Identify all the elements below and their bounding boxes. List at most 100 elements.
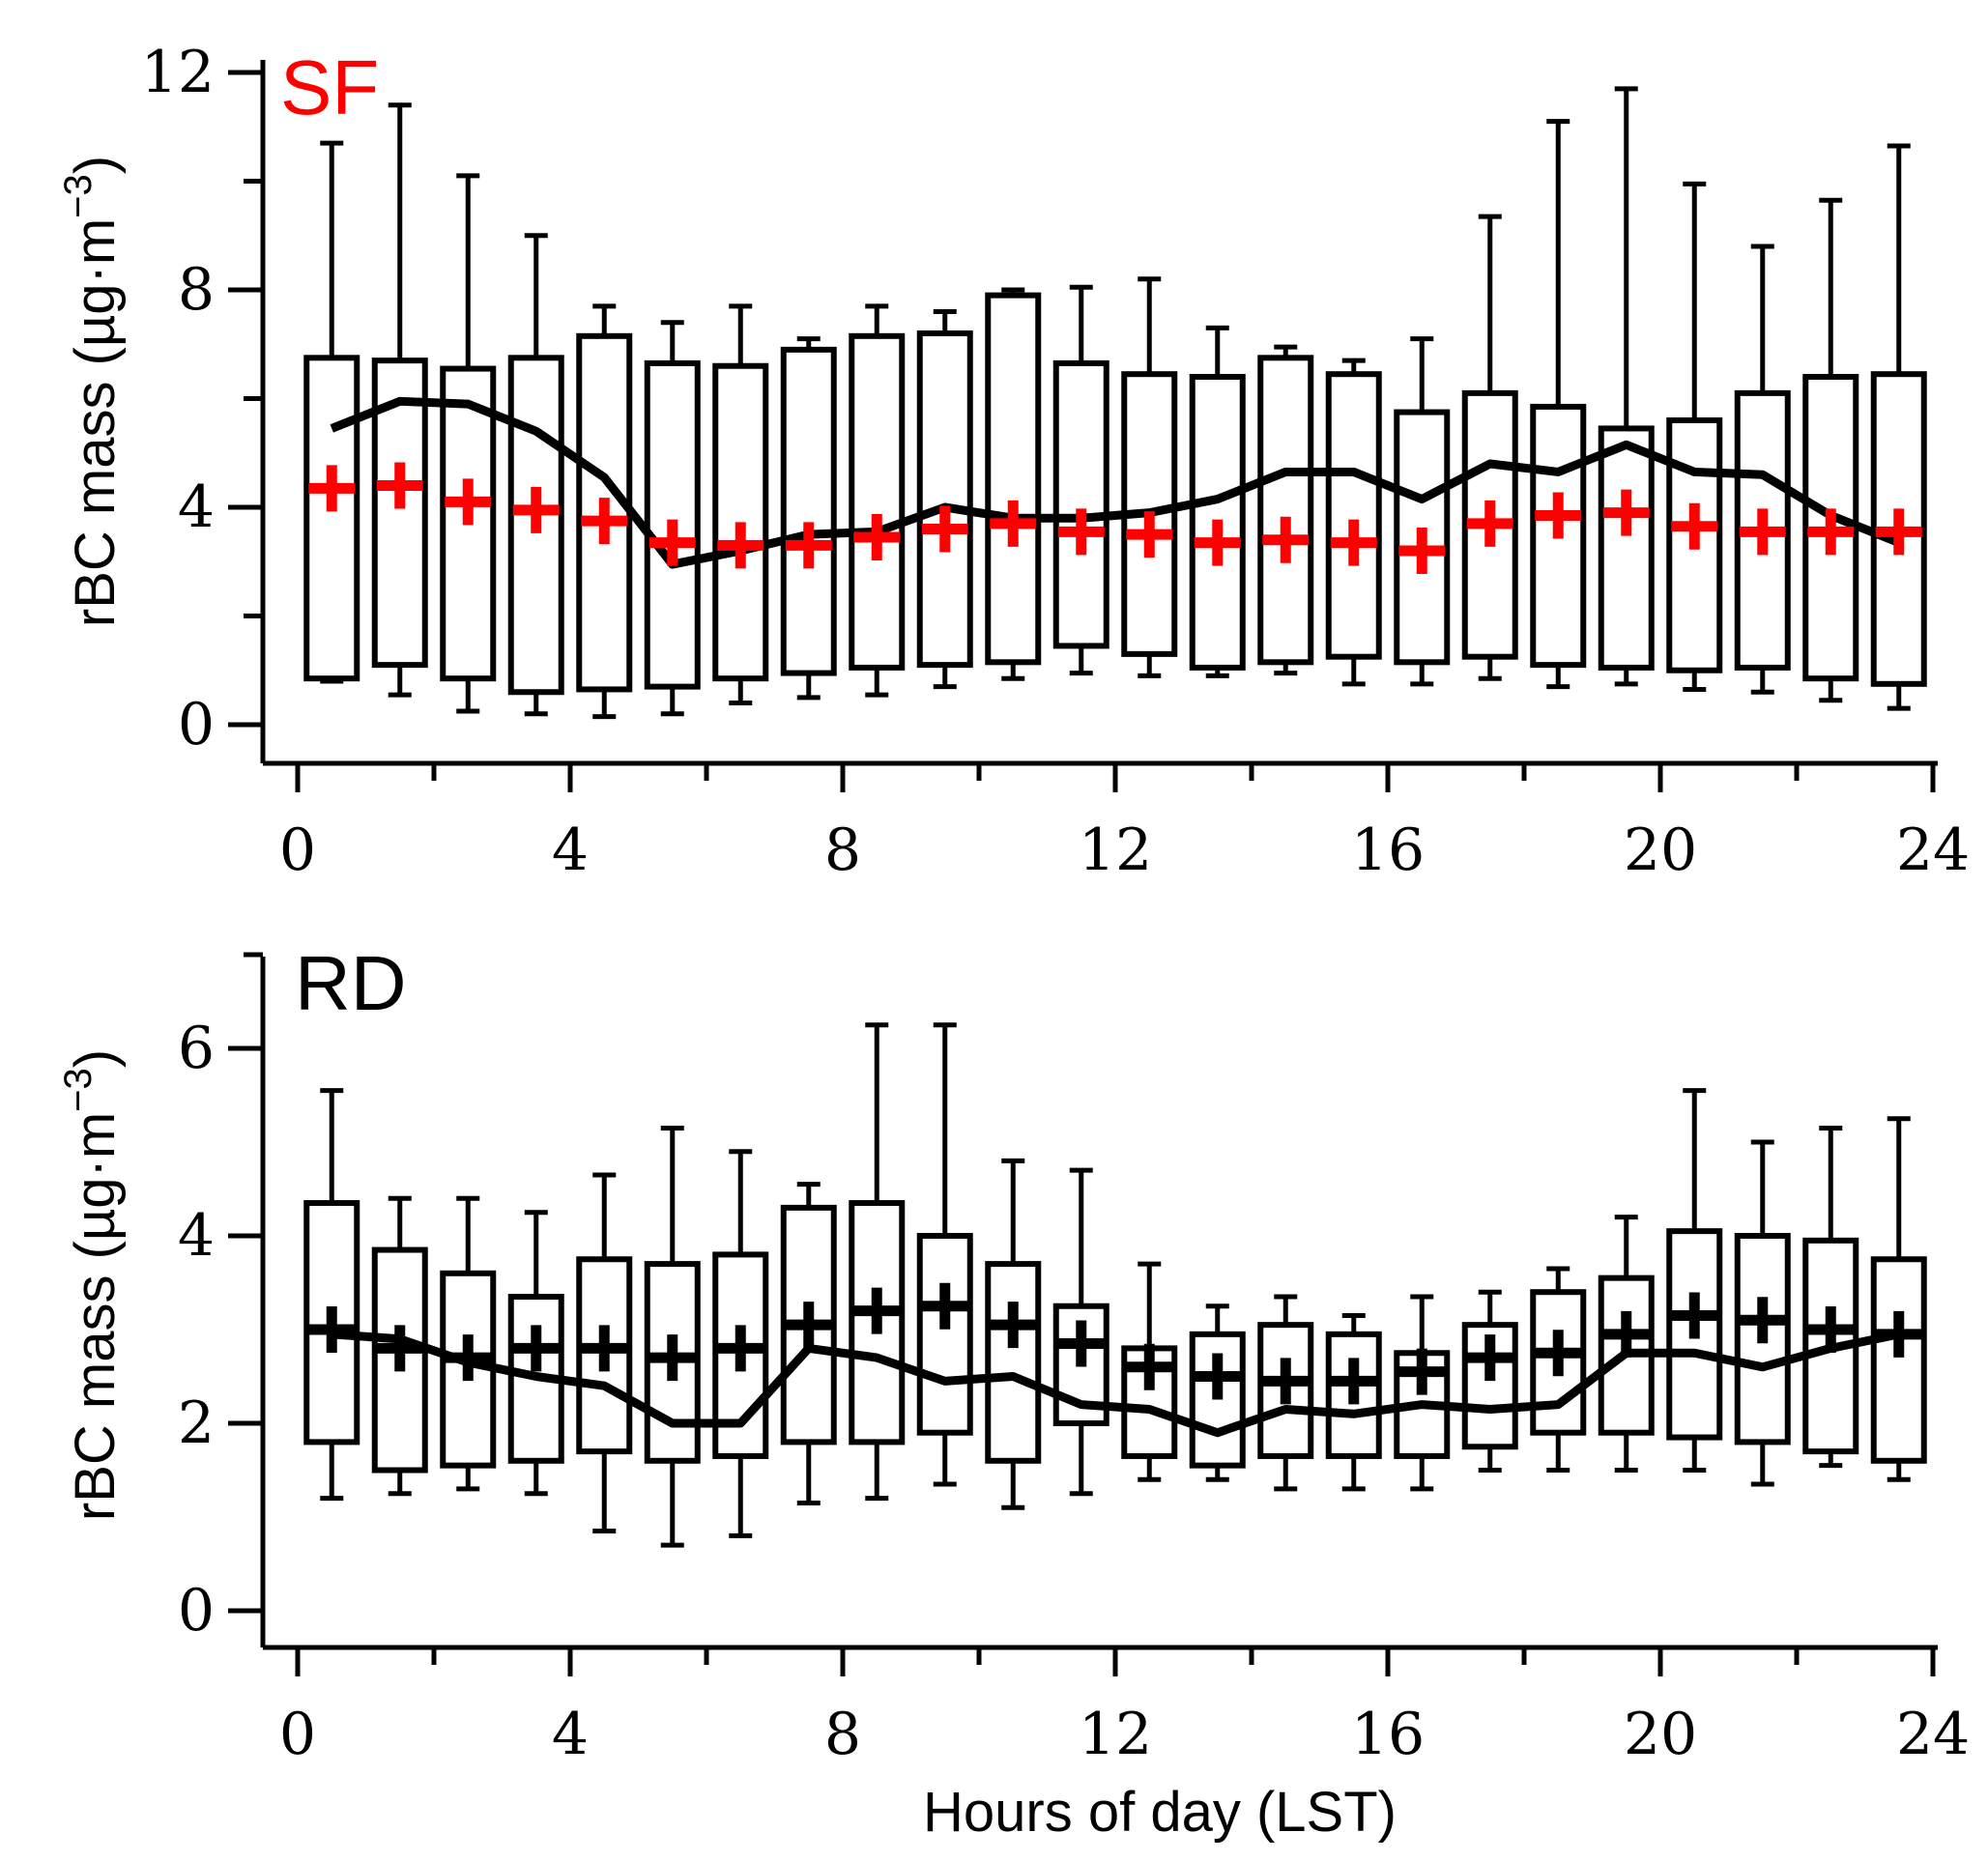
rd-mean-marker-7 [785, 1302, 832, 1349]
rd-box-17 [1461, 1289, 1518, 1473]
sf-iqr-box-0 [303, 355, 360, 682]
rd-mean-marker-15 [1330, 1358, 1377, 1405]
sf-box-21 [1734, 243, 1791, 695]
rd-box-8 [849, 1022, 906, 1502]
sf-mean-marker-7 [785, 522, 832, 569]
sf-y-axis-title: rBC mass (µg·m−3) [57, 156, 127, 627]
sf-box-18 [1530, 119, 1587, 690]
rd-box-1 [371, 1195, 428, 1497]
sf-iqr-box-3 [507, 355, 564, 696]
rd-mean-marker-18 [1535, 1330, 1582, 1377]
sf-box-13 [1189, 325, 1246, 678]
rd-box-11 [1052, 1167, 1109, 1497]
rd-box-22 [1802, 1125, 1859, 1469]
rd-mean-marker-17 [1466, 1334, 1513, 1382]
sf-iqr-box-6 [712, 362, 769, 682]
rd-x-tick-label-0: 0 [279, 1701, 316, 1768]
sf-mean-marker-13 [1194, 519, 1241, 566]
sf-box-9 [916, 309, 973, 690]
rd-y-tick-label-0: 0 [178, 1577, 215, 1645]
rd-mean-marker-21 [1739, 1297, 1786, 1344]
sf-mean-marker-0 [308, 465, 356, 512]
sf-box-19 [1598, 86, 1655, 687]
rd-x-tick-label-4: 16 [1351, 1701, 1425, 1768]
sf-box-1 [371, 102, 428, 698]
sf-iqr-box-17 [1461, 389, 1518, 660]
sf-iqr-box-10 [985, 292, 1042, 666]
rd-iqr-box-11 [1052, 1303, 1109, 1426]
sf-mean-marker-16 [1398, 528, 1446, 574]
sf-box-7 [780, 336, 837, 701]
sf-median-line [330, 396, 1901, 569]
rd-iqr-box-21 [1734, 1233, 1791, 1446]
rd-iqr-box-15 [1325, 1331, 1382, 1459]
rd-x-tick-label-5: 20 [1624, 1701, 1697, 1768]
rd-box-0 [303, 1088, 360, 1502]
rd-mean-marker-9 [921, 1282, 968, 1330]
rd-box-14 [1257, 1294, 1314, 1492]
rd-box-7 [780, 1182, 837, 1505]
sf-iqr-box-5 [644, 359, 701, 690]
rd-mean-marker-12 [1126, 1343, 1173, 1390]
rd-box-21 [1734, 1139, 1791, 1487]
sf-box-20 [1666, 181, 1723, 692]
sf-mean-marker-8 [853, 513, 901, 560]
rd-box-9 [916, 1022, 973, 1487]
sf-box-2 [440, 173, 497, 714]
rd-mean-marker-13 [1194, 1353, 1241, 1400]
rd-iqr-box-14 [1257, 1322, 1314, 1459]
sf-y-tick-label-1: 4 [178, 473, 215, 541]
rd-iqr-box-5 [644, 1261, 701, 1464]
rd-mean-marker-3 [512, 1325, 560, 1372]
rd-mean-marker-11 [1057, 1320, 1105, 1367]
sf-iqr-box-9 [916, 330, 973, 669]
sf-iqr-box-18 [1530, 403, 1587, 669]
sf-mean-marker-12 [1126, 511, 1173, 558]
sf-mean-marker-5 [648, 519, 696, 566]
rd-mean-marker-23 [1875, 1310, 1922, 1358]
sf-panel-label: SF [280, 44, 379, 130]
sf-y-tick-label-0: 0 [178, 691, 215, 759]
sf-iqr-box-13 [1189, 374, 1246, 671]
sf-box-5 [644, 320, 701, 717]
rd-iqr-box-4 [576, 1256, 633, 1455]
rd-iqr-box-23 [1870, 1256, 1927, 1464]
rd-y-axis-title: rBC mass (µg·m−3) [57, 1049, 127, 1521]
sf-mean-marker-1 [376, 462, 423, 509]
sf-mean-marker-20 [1671, 502, 1718, 550]
rd-mean-marker-6 [717, 1325, 764, 1372]
rd-box-6 [712, 1149, 769, 1538]
rd-mean-marker-20 [1671, 1292, 1718, 1339]
rd-iqr-box-18 [1530, 1289, 1587, 1436]
sf-mean-marker-2 [445, 478, 492, 526]
sf-iqr-box-20 [1666, 417, 1723, 673]
rd-box-15 [1325, 1312, 1382, 1492]
sf-x-tick-label-3: 12 [1079, 816, 1152, 884]
sf-x-tick-label-0: 0 [279, 816, 316, 884]
rd-iqr-box-9 [916, 1233, 973, 1436]
sf-x-tick-label-5: 20 [1624, 816, 1697, 884]
rd-mean-marker-1 [376, 1325, 423, 1372]
sf-iqr-box-16 [1394, 409, 1451, 666]
sf-mean-marker-17 [1466, 500, 1513, 547]
sf-box-14 [1257, 344, 1314, 676]
sf-mean-marker-18 [1535, 492, 1582, 539]
sf-mean-marker-15 [1330, 519, 1377, 566]
rd-series-marks [303, 1022, 1927, 1548]
sf-iqr-box-7 [780, 346, 837, 676]
rd-iqr-box-8 [849, 1200, 906, 1446]
rd-panel-label: RD [295, 940, 407, 1026]
sf-iqr-box-11 [1052, 359, 1109, 649]
rd-iqr-box-0 [303, 1200, 360, 1446]
rd-y-tick-label-3: 6 [178, 1015, 215, 1082]
sf-box-8 [849, 303, 906, 698]
rd-x-tick-label-1: 4 [552, 1701, 589, 1768]
sf-box-6 [712, 303, 769, 705]
sf-box-3 [507, 233, 564, 717]
sf-box-22 [1802, 197, 1859, 703]
sf-mean-marker-23 [1875, 508, 1922, 556]
rd-box-23 [1870, 1116, 1927, 1482]
rd-box-10 [985, 1158, 1042, 1510]
sf-mean-marker-4 [581, 498, 628, 545]
